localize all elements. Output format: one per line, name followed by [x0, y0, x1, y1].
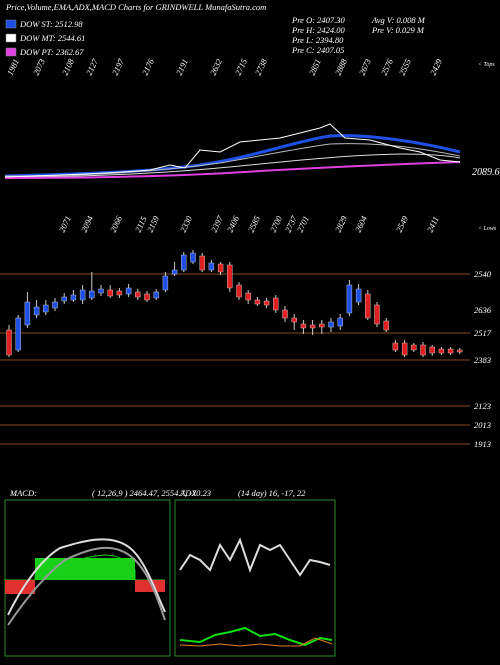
- ema-label: 2089.60: [472, 167, 500, 178]
- macd-panel: [4, 499, 171, 657]
- candle-body: [236, 284, 242, 298]
- candle-body: [181, 254, 187, 271]
- candle-body: [355, 288, 362, 303]
- prev-text: Pre L: 2394.80: [291, 35, 344, 45]
- prev-text: Pre O: 2407.30: [291, 15, 346, 25]
- candle-body: [116, 290, 123, 296]
- candle-body: [162, 275, 169, 291]
- candle-body: [365, 293, 371, 319]
- candle-body: [392, 342, 399, 351]
- prev-text: Pre H: 2424.00: [291, 25, 346, 35]
- prev-text: Pre C: 2407.05: [291, 45, 344, 55]
- candle-body: [457, 349, 463, 353]
- level-label: 2540: [474, 269, 492, 279]
- adx-panel: [174, 499, 336, 657]
- candle-body: [79, 289, 86, 301]
- candle-body: [420, 344, 426, 356]
- candle-body: [89, 290, 95, 299]
- candle-body: [291, 317, 297, 323]
- legend-text: DOW PT: 2362.67: [19, 47, 84, 57]
- di-line: [179, 537, 331, 577]
- candle-body: [208, 262, 215, 271]
- candle-body: [309, 324, 316, 329]
- legend-swatch: [5, 47, 17, 57]
- candle-body: [98, 288, 104, 294]
- candle-body: [217, 263, 224, 273]
- macd-hist: [35, 558, 135, 580]
- macd-line: [7, 538, 166, 616]
- tops-label: < Tops: [478, 62, 495, 68]
- candle-body: [24, 301, 31, 326]
- level-label: 2123: [474, 401, 491, 411]
- candle-body: [383, 320, 389, 331]
- candle-body: [171, 269, 178, 275]
- ema-line: [4, 153, 461, 178]
- candle-body: [125, 287, 132, 295]
- candle-body: [52, 301, 58, 309]
- adx-values: (14 day) 16, -17, 22: [238, 488, 306, 498]
- legend-text: DOW ST: 2512.98: [19, 19, 83, 29]
- candle-body: [70, 294, 77, 301]
- candle-body: [33, 306, 40, 316]
- candle-body: [300, 323, 307, 329]
- candle-body: [282, 309, 288, 319]
- price-line: [4, 123, 461, 178]
- candle-body: [374, 304, 380, 325]
- candle-body: [135, 291, 141, 298]
- macd-hist: [135, 580, 165, 592]
- adx-line: [179, 626, 333, 647]
- level-label: 2636: [474, 305, 492, 315]
- candle-body: [328, 321, 334, 328]
- candle-body: [15, 317, 21, 351]
- macd-values: ( 12,26,9 ) 2464.47, 2554.7, -70.23: [92, 488, 211, 498]
- candle-body: [107, 289, 113, 297]
- candle-body: [346, 284, 353, 314]
- candle-body: [273, 297, 279, 311]
- candle-body: [411, 344, 417, 351]
- adx-label: ADX: [179, 488, 197, 498]
- volume-text: Pre V: 0.029 M: [371, 25, 425, 35]
- candle-body: [61, 296, 67, 302]
- candle-body: [429, 346, 435, 354]
- macd-hist: [5, 580, 35, 594]
- ema-line: [4, 161, 461, 179]
- lows-label: < Lows: [478, 226, 497, 232]
- candle-body: [254, 299, 261, 305]
- candle-body: [447, 348, 454, 354]
- level-label: 2383: [474, 355, 491, 365]
- candle-body: [245, 292, 251, 301]
- candle-body: [43, 304, 49, 313]
- candle-body: [263, 300, 270, 306]
- candle-body: [401, 342, 408, 356]
- candle-body: [337, 317, 343, 327]
- di-line: [179, 637, 333, 647]
- legend-swatch: [5, 19, 17, 29]
- candle-body: [6, 329, 12, 356]
- legend-swatch: [5, 33, 17, 43]
- candle-body: [144, 293, 150, 301]
- level-label: 1913: [474, 439, 491, 449]
- candle-body: [190, 252, 196, 263]
- volume-text: Avg V: 0.008 M: [371, 15, 426, 25]
- signal-line: [7, 546, 166, 626]
- level-label: 2517: [474, 328, 492, 338]
- legend-text: DOW MT: 2544.61: [19, 33, 85, 43]
- ema-line: [4, 143, 461, 177]
- candle-body: [438, 348, 445, 354]
- candle-body: [227, 264, 233, 289]
- candle-body: [153, 291, 159, 299]
- candle-body: [199, 255, 205, 271]
- candle-body: [319, 323, 325, 328]
- macd-label: MACD:: [9, 488, 37, 498]
- title: Price,Volume,EMA,ADX,MACD Charts for GRI…: [5, 2, 266, 12]
- level-label: 2013: [474, 420, 491, 430]
